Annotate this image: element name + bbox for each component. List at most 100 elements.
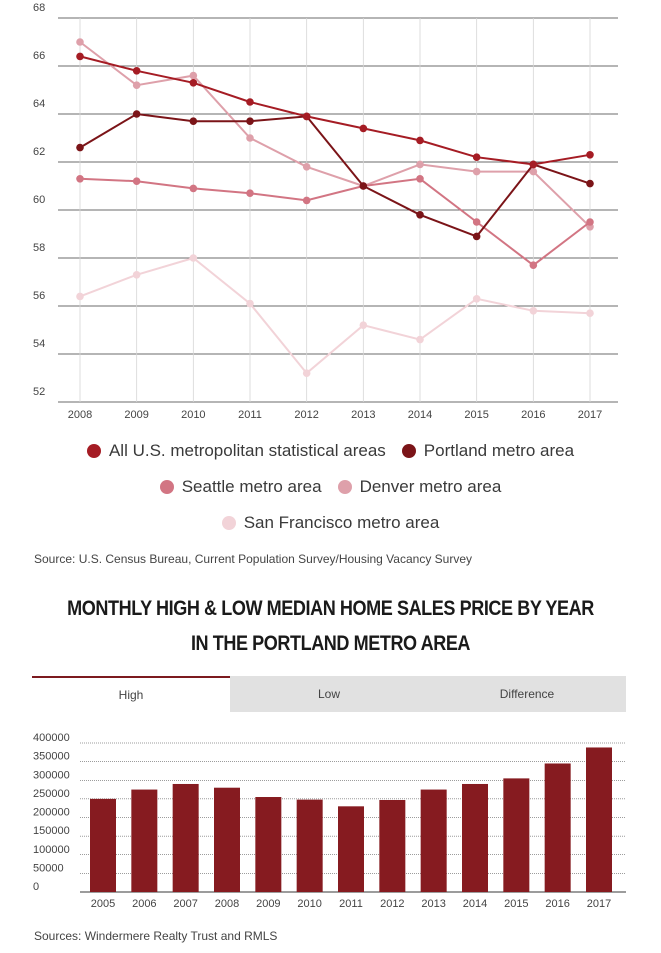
x-tick-label: 2015 xyxy=(464,409,488,421)
data-point xyxy=(359,124,368,133)
y-tick-label: 58 xyxy=(33,242,45,254)
data-point xyxy=(472,218,481,226)
data-point xyxy=(76,38,84,46)
data-point xyxy=(416,175,424,183)
bar xyxy=(214,787,240,892)
y-tick-label: 56 xyxy=(33,290,45,302)
data-point xyxy=(76,175,84,183)
x-tick-label: 2016 xyxy=(545,898,569,910)
data-point xyxy=(302,112,311,121)
data-point xyxy=(132,67,141,75)
legend-swatch xyxy=(159,480,174,494)
data-point xyxy=(472,167,481,176)
data-point xyxy=(359,182,368,190)
data-point xyxy=(76,52,84,61)
x-tick-label: 2010 xyxy=(297,898,321,910)
x-tick-label: 2007 xyxy=(173,898,197,910)
data-point xyxy=(246,98,254,106)
data-point xyxy=(189,184,198,193)
legend-label: Denver metro area xyxy=(359,477,502,496)
data-point xyxy=(76,292,84,301)
legend-item-portland: Portland metro area xyxy=(401,441,574,461)
y-tick-label: 64 xyxy=(33,98,45,110)
y-tick-label: 350000 xyxy=(33,751,70,763)
legend-label: Seattle metro area xyxy=(181,477,322,496)
data-point xyxy=(586,218,594,226)
data-point xyxy=(132,177,141,185)
data-point xyxy=(246,299,254,308)
bar xyxy=(503,778,530,892)
bar xyxy=(544,763,571,892)
legend-item-denver: Denver metro area xyxy=(337,477,502,497)
legend-label: San Francisco metro area xyxy=(243,513,440,532)
series-line xyxy=(79,256,591,375)
bar-chart: 0 50000 100000 150000 200000 250000 300000 3500… xyxy=(33,732,626,910)
data-point xyxy=(472,295,481,303)
y-tick-label: 68 xyxy=(33,2,45,14)
x-tick-label: 2015 xyxy=(504,898,528,910)
legend-swatch xyxy=(401,444,416,458)
data-point xyxy=(189,254,198,262)
data-point xyxy=(246,189,254,197)
x-tick-label: 2011 xyxy=(238,409,262,421)
x-tick-label: 2012 xyxy=(380,898,404,910)
data-point xyxy=(586,151,594,159)
data-point xyxy=(529,307,538,315)
y-tick-label: 66 xyxy=(33,50,45,62)
tab-low[interactable]: Low xyxy=(230,676,428,712)
series-line xyxy=(79,177,591,267)
x-tick-label: 2012 xyxy=(294,409,318,421)
bar xyxy=(379,799,406,892)
x-tick-label: 2016 xyxy=(521,409,545,421)
x-tick-label: 2017 xyxy=(587,898,611,910)
x-tick-label: 2005 xyxy=(91,898,115,910)
data-point xyxy=(472,153,481,161)
y-tick-label: 400000 xyxy=(33,732,70,744)
tab-high[interactable]: High xyxy=(32,676,230,712)
bar-chart-title-line1: MONTHLY HIGH & LOW MEDIAN HOME SALES PRI… xyxy=(67,597,594,620)
data-point xyxy=(246,117,254,125)
data-point xyxy=(302,369,311,378)
line-chart-legend: All U.S. metropolitan statistical areas … xyxy=(0,433,661,541)
x-tick-label: 2011 xyxy=(339,898,363,910)
x-tick-label: 2010 xyxy=(181,409,205,421)
data-point xyxy=(132,271,141,279)
data-point xyxy=(132,81,141,89)
bar-chart-title-line2: IN THE PORTLAND METRO AREA xyxy=(190,632,471,655)
y-tick-label: 54 xyxy=(33,338,45,350)
y-tick-label: 52 xyxy=(33,386,45,398)
data-point xyxy=(416,335,424,344)
data-point xyxy=(416,160,424,169)
legend-item-san-francisco: San Francisco metro area xyxy=(221,513,440,533)
data-point xyxy=(132,110,141,118)
bar xyxy=(586,747,612,892)
x-tick-label: 2008 xyxy=(68,409,92,421)
bar xyxy=(255,797,282,892)
series-line xyxy=(79,112,591,238)
x-tick-label: 2014 xyxy=(408,409,432,421)
legend-swatch xyxy=(86,444,101,458)
legend-item-seattle: Seattle metro area xyxy=(159,477,322,497)
legend-swatch xyxy=(337,480,352,494)
line-chart-source: Source: U.S. Census Bureau, Current Popu… xyxy=(34,552,472,566)
data-point xyxy=(586,309,594,318)
bar-chart-source: Sources: Windermere Realty Trust and RML… xyxy=(34,929,278,943)
bar xyxy=(296,799,323,892)
x-tick-label: 2008 xyxy=(215,898,239,910)
x-tick-label: 2009 xyxy=(256,898,280,910)
data-point xyxy=(302,196,311,205)
data-point xyxy=(189,71,198,80)
data-point xyxy=(189,79,198,87)
bar-chart-tabs: High Low Difference xyxy=(32,676,626,712)
y-tick-label: 50000 xyxy=(33,862,64,874)
x-tick-label: 2013 xyxy=(351,409,375,421)
y-tick-label: 250000 xyxy=(33,788,70,800)
bar xyxy=(338,806,364,892)
line-chart: 52 54 56 58 60 62 64 66 68 2008 2009 2010 2011 2012 20… xyxy=(33,2,618,421)
series-line xyxy=(79,55,591,166)
x-tick-label: 2017 xyxy=(578,409,602,421)
bar xyxy=(420,789,447,892)
bar xyxy=(462,783,488,892)
tab-difference[interactable]: Difference xyxy=(428,676,626,712)
y-tick-label: 0 xyxy=(33,881,39,893)
